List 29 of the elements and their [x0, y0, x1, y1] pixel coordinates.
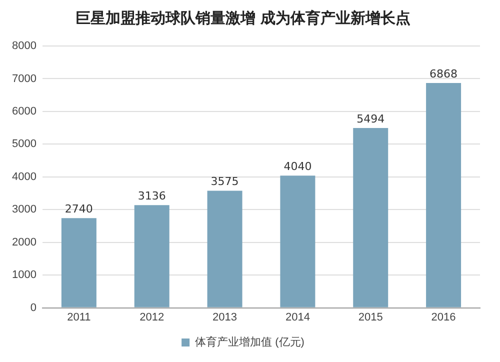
- y-tick-label: 8000: [12, 40, 36, 52]
- x-tick-label: 2011: [67, 311, 91, 324]
- data-label: 5494: [356, 112, 385, 126]
- y-tick-label: 7000: [12, 72, 36, 85]
- y-tick-label: 1000: [12, 269, 36, 282]
- x-tick-label: 2014: [285, 311, 310, 324]
- bar: [280, 176, 316, 308]
- x-tick-label: 2012: [140, 311, 164, 324]
- bar: [426, 83, 462, 308]
- x-tick-label: 2013: [212, 311, 238, 324]
- x-tick-label: 2016: [431, 311, 456, 324]
- bar: [207, 190, 242, 308]
- data-label: 3575: [210, 175, 239, 188]
- data-label: 2740: [64, 202, 93, 216]
- bar: [353, 128, 388, 308]
- y-tick-label: 2000: [12, 236, 36, 248]
- legend-label: 体育产业增加值 (亿元): [195, 336, 304, 349]
- y-tick-label: 0: [30, 302, 36, 314]
- y-tick-label: 4000: [12, 170, 36, 183]
- data-label: 4040: [284, 160, 312, 173]
- y-tick-label: 6000: [12, 105, 36, 118]
- y-tick-label: 5000: [12, 138, 36, 150]
- x-tick-label: 2015: [358, 311, 383, 324]
- bar: [61, 218, 96, 308]
- y-tick-label: 3000: [12, 204, 36, 216]
- chart-title: 巨星加盟推动球队销量激增 成为体育产业新增长点: [75, 8, 411, 27]
- bar: [134, 205, 170, 308]
- data-label: 3136: [138, 190, 166, 203]
- data-label: 6868: [430, 67, 458, 80]
